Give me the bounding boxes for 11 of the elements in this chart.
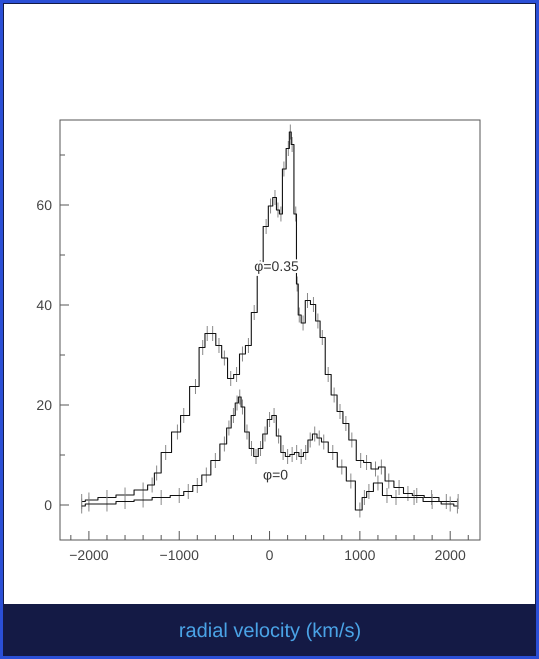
x-tick-label: −2000 (69, 547, 109, 563)
x-axis-title: radial velocity (km/s) (178, 620, 362, 642)
x-tick-label: 2000 (434, 547, 466, 563)
y-tick-label: 40 (36, 296, 52, 313)
x-tick-label: 0 (266, 547, 274, 563)
y-tick-label: 60 (36, 196, 52, 213)
annotation: φ=0 (263, 466, 288, 482)
x-tick-label: −1000 (160, 547, 200, 563)
y-tick-label: 20 (36, 396, 52, 413)
y-tick-label: 0 (44, 496, 52, 513)
x-tick-label: 1000 (344, 547, 376, 563)
